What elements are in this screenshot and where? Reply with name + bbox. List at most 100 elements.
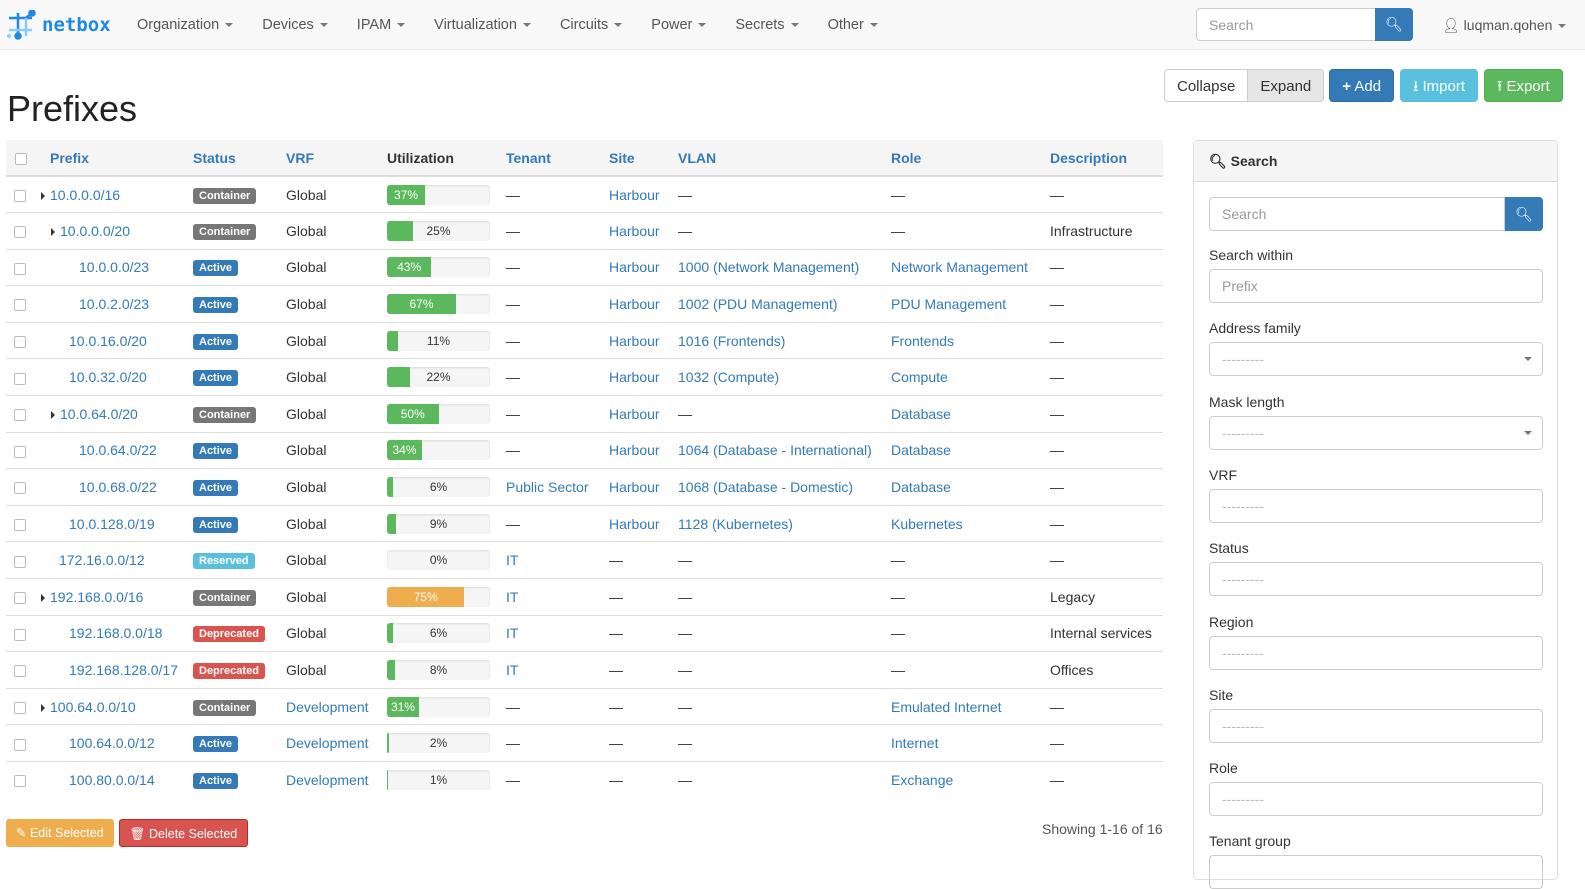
row-checkbox[interactable]	[14, 555, 26, 568]
expand-arrow-icon[interactable]	[41, 703, 45, 712]
edit-selected-button[interactable]: ✎ Edit Selected	[6, 819, 114, 847]
site-link[interactable]: Harbour	[609, 405, 660, 422]
row-checkbox[interactable]	[14, 482, 26, 495]
col-site[interactable]: Site	[600, 140, 670, 177]
add-button[interactable]: + Add	[1329, 69, 1395, 102]
menu-organization[interactable]: Organization	[137, 17, 234, 33]
prefix-link[interactable]: 10.0.68.0/22	[79, 479, 157, 496]
role-link[interactable]: Compute	[891, 369, 948, 386]
prefix-link[interactable]: 10.0.128.0/19	[69, 515, 155, 532]
delete-selected-button[interactable]: 🗑︎ Delete Selected	[118, 819, 249, 847]
col-status[interactable]: Status	[185, 140, 278, 177]
row-checkbox[interactable]	[14, 335, 26, 348]
filter-search-button[interactable]: 🔍︎	[1505, 197, 1543, 231]
tenant-link[interactable]: Public Sector	[506, 479, 589, 496]
prefix-link[interactable]: 192.168.0.0/16	[50, 588, 144, 605]
col-role[interactable]: Role	[883, 140, 1042, 177]
row-checkbox[interactable]	[14, 262, 26, 275]
site-link[interactable]: Harbour	[609, 479, 660, 496]
role-link[interactable]: Network Management	[891, 259, 1028, 276]
filter-address-family-select[interactable]: ---------	[1209, 342, 1543, 377]
row-checkbox[interactable]	[14, 701, 26, 714]
row-checkbox[interactable]	[14, 738, 26, 751]
expand-button[interactable]: Expand	[1248, 69, 1325, 102]
expand-arrow-icon[interactable]	[41, 191, 45, 200]
collapse-button[interactable]: Collapse	[1164, 69, 1249, 102]
row-checkbox[interactable]	[14, 592, 26, 605]
row-checkbox[interactable]	[14, 665, 26, 678]
row-checkbox[interactable]	[14, 226, 26, 239]
vrf-link[interactable]: Development	[286, 735, 369, 752]
expand-arrow-icon[interactable]	[51, 228, 55, 237]
row-checkbox[interactable]	[14, 372, 26, 385]
nav-search-input[interactable]: Search	[1196, 8, 1376, 41]
menu-circuits[interactable]: Circuits	[560, 17, 623, 33]
vlan-link[interactable]: 1000 (Network Management)	[678, 259, 860, 276]
row-checkbox[interactable]	[14, 189, 26, 202]
tenant-link[interactable]: IT	[506, 552, 519, 569]
col-tenant[interactable]: Tenant	[498, 140, 600, 177]
vlan-link[interactable]: 1002 (PDU Management)	[678, 296, 838, 313]
import-button[interactable]: ⭳ Import	[1400, 69, 1479, 102]
col-prefix[interactable]: Prefix	[40, 140, 185, 177]
col-description[interactable]: Description	[1042, 140, 1163, 177]
menu-secrets[interactable]: Secrets	[735, 17, 799, 33]
prefix-link[interactable]: 192.168.0.0/18	[69, 625, 163, 642]
prefix-link[interactable]: 10.0.2.0/23	[79, 296, 150, 313]
filter-role-input[interactable]: ---------	[1209, 782, 1543, 817]
role-link[interactable]: Database	[891, 479, 951, 496]
prefix-link[interactable]: 10.0.16.0/20	[69, 332, 147, 349]
menu-ipam[interactable]: IPAM	[357, 17, 406, 33]
menu-virtualization[interactable]: Virtualization	[434, 17, 531, 33]
site-link[interactable]: Harbour	[609, 186, 660, 203]
vlan-link[interactable]: 1064 (Database - International)	[678, 442, 872, 459]
filter-search-input[interactable]: Search	[1209, 197, 1505, 231]
select-all-checkbox[interactable]	[15, 152, 27, 165]
prefix-link[interactable]: 10.0.0.0/16	[50, 186, 121, 203]
filter-tenant-group-input[interactable]	[1209, 855, 1543, 889]
site-link[interactable]: Harbour	[609, 515, 660, 532]
user-menu[interactable]: 👤︎ luqman.qohen	[1442, 17, 1567, 34]
vlan-link[interactable]: 1016 (Frontends)	[678, 332, 786, 349]
filter-mask-length-select[interactable]: ---------	[1209, 415, 1543, 450]
filter-site-input[interactable]: ---------	[1209, 708, 1543, 743]
role-link[interactable]: Kubernetes	[891, 515, 963, 532]
site-link[interactable]: Harbour	[609, 222, 660, 239]
row-checkbox[interactable]	[14, 409, 26, 422]
prefix-link[interactable]: 172.16.0.0/12	[59, 552, 145, 569]
row-checkbox[interactable]	[14, 445, 26, 458]
prefix-link[interactable]: 100.64.0.0/12	[69, 735, 155, 752]
role-link[interactable]: Emulated Internet	[891, 698, 1002, 715]
vlan-link[interactable]: 1128 (Kubernetes)	[678, 515, 793, 532]
nav-search-button[interactable]: 🔍︎	[1375, 8, 1413, 41]
vlan-link[interactable]: 1068 (Database - Domestic)	[678, 479, 854, 496]
tenant-link[interactable]: IT	[506, 662, 519, 679]
filter-status-input[interactable]: ---------	[1209, 562, 1543, 597]
row-checkbox[interactable]	[14, 299, 26, 312]
filter-search-within-input[interactable]: Prefix	[1209, 269, 1543, 303]
expand-arrow-icon[interactable]	[51, 411, 55, 420]
vlan-link[interactable]: 1032 (Compute)	[678, 369, 780, 386]
vrf-link[interactable]: Development	[286, 698, 369, 715]
prefix-link[interactable]: 100.64.0.0/10	[50, 698, 136, 715]
prefix-link[interactable]: 192.168.128.0/17	[69, 662, 178, 679]
prefix-link[interactable]: 10.0.0.0/20	[60, 222, 131, 239]
menu-other[interactable]: Other	[828, 17, 878, 33]
site-link[interactable]: Harbour	[609, 259, 660, 276]
prefix-link[interactable]: 10.0.0.0/23	[79, 259, 150, 276]
prefix-link[interactable]: 10.0.64.0/22	[79, 442, 157, 459]
filter-region-input[interactable]: ---------	[1209, 635, 1543, 670]
vrf-link[interactable]: Development	[286, 772, 369, 789]
role-link[interactable]: Database	[891, 405, 951, 422]
prefix-link[interactable]: 10.0.64.0/20	[60, 405, 138, 422]
menu-devices[interactable]: Devices	[262, 17, 328, 33]
col-vlan[interactable]: VLAN	[670, 140, 883, 177]
prefix-link[interactable]: 10.0.32.0/20	[69, 369, 147, 386]
site-link[interactable]: Harbour	[609, 369, 660, 386]
menu-power[interactable]: Power	[651, 17, 707, 33]
site-link[interactable]: Harbour	[609, 332, 660, 349]
role-link[interactable]: Internet	[891, 735, 939, 752]
site-link[interactable]: Harbour	[609, 296, 660, 313]
tenant-link[interactable]: IT	[506, 588, 519, 605]
role-link[interactable]: Exchange	[891, 772, 954, 789]
